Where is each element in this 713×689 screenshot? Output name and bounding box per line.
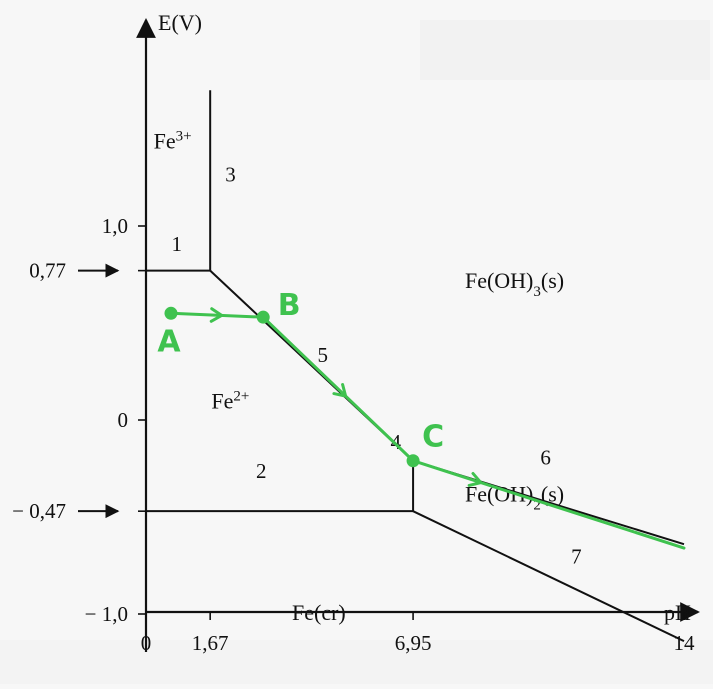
x-tick-label: 14 <box>674 631 696 655</box>
boundary-label-1: 1 <box>171 232 182 256</box>
boundary-line-7 <box>412 510 685 643</box>
annotation-arrow <box>467 471 484 487</box>
annotation-path <box>169 311 686 550</box>
x-axis-label: pH <box>664 600 691 625</box>
annotation-label-C: C <box>422 420 444 455</box>
annotation-point-A <box>164 306 178 320</box>
annotation-point-C <box>406 454 420 468</box>
x-tick-label: 6,95 <box>395 631 432 655</box>
y-tick-label: 1,0 <box>102 214 128 238</box>
annotation-label-B: B <box>278 288 301 323</box>
annotation-arrow <box>209 307 225 323</box>
boundary-label-2: 2 <box>256 459 267 483</box>
boundary-label-4: 4 <box>391 430 402 454</box>
region-label: Fe2+ <box>211 388 249 413</box>
boundary-label-5: 5 <box>318 343 329 367</box>
y-tick-label: 0 <box>118 408 129 432</box>
region-label: Fe3+ <box>154 128 192 153</box>
background-texture <box>0 20 713 684</box>
region-label: Fe(cr) <box>292 600 346 625</box>
region-label: Fe(OH)2(s) <box>465 481 564 513</box>
annotation-point-B <box>256 310 270 324</box>
y-tick-label: − 1,0 <box>85 602 128 626</box>
annotation-arrow <box>332 383 348 399</box>
boundary-label-6: 6 <box>540 446 551 470</box>
y-tick-label: − 0,47 <box>12 499 66 523</box>
boundary-label-7: 7 <box>571 545 582 569</box>
annotation-label-A: A <box>157 324 181 359</box>
region-label: Fe(OH)3(s) <box>465 268 564 300</box>
boundary-label-3: 3 <box>225 162 236 186</box>
x-tick-label: 1,67 <box>192 631 229 655</box>
y-axis-label: E(V) <box>158 10 202 35</box>
x-tick-label: 0 <box>141 631 152 655</box>
y-tick-label: 0,77 <box>29 259 66 283</box>
